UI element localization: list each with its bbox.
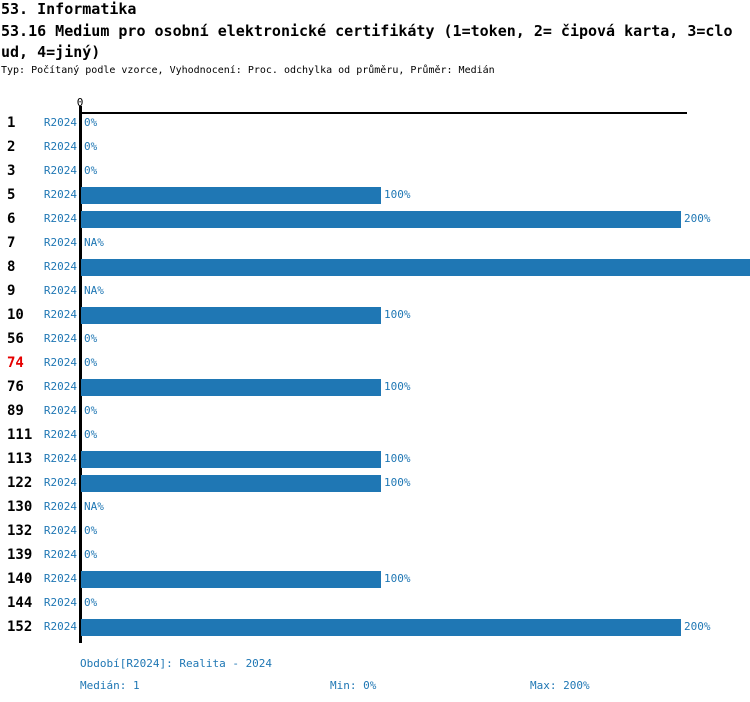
- row-period-label: R2024: [43, 308, 77, 321]
- row-id-label: 3: [7, 163, 16, 179]
- row-period-label: R2024: [43, 332, 77, 345]
- row-value-label: 0%: [84, 356, 98, 369]
- value-bar: [81, 475, 381, 492]
- footer-period: Období[R2024]: Realita - 2024: [80, 657, 273, 670]
- row-period-label: R2024: [43, 572, 77, 585]
- value-bar: [81, 259, 750, 276]
- row-period-label: R2024: [43, 548, 77, 561]
- chart-title-line1: 53.16 Medium pro osobní elektronické cer…: [1, 22, 733, 40]
- row-id-label: 8: [7, 259, 16, 275]
- row-value-label: 0%: [84, 524, 98, 537]
- value-bar: [81, 307, 381, 324]
- row-period-label: R2024: [43, 188, 77, 201]
- row-value-label: 0%: [84, 164, 98, 177]
- row-period-label: R2024: [43, 164, 77, 177]
- row-value-label: NA%: [84, 500, 104, 513]
- row-value-label: 100%: [384, 308, 411, 321]
- row-period-label: R2024: [43, 476, 77, 489]
- row-value-label: 200%: [684, 620, 711, 633]
- row-period-label: R2024: [43, 212, 77, 225]
- row-id-label: 144: [7, 595, 33, 611]
- value-bar: [81, 187, 381, 204]
- row-period-label: R2024: [43, 500, 77, 513]
- row-value-label: 0%: [84, 428, 98, 441]
- row-value-label: 100%: [384, 476, 411, 489]
- row-value-label: 100%: [384, 380, 411, 393]
- axis-zero-label: 0: [76, 96, 84, 109]
- row-id-label: 111: [7, 427, 33, 443]
- row-id-label: 7: [7, 235, 16, 251]
- row-value-label: 0%: [84, 332, 98, 345]
- row-period-label: R2024: [43, 620, 77, 633]
- footer-median: Medián: 1: [80, 679, 140, 692]
- row-value-label: 0%: [84, 116, 98, 129]
- footer-min: Min: 0%: [330, 679, 377, 692]
- row-id-label: 130: [7, 499, 33, 515]
- value-bar: [81, 451, 381, 468]
- row-value-label: 0%: [84, 596, 98, 609]
- value-bar: [81, 379, 381, 396]
- row-id-label: 2: [7, 139, 16, 155]
- value-bar: [81, 571, 381, 588]
- chart-meta-line: Typ: Počítaný podle vzorce, Vyhodnocení:…: [1, 65, 495, 76]
- row-id-label: 76: [7, 379, 24, 395]
- x-axis-line: [79, 112, 687, 114]
- row-value-label: NA%: [84, 236, 104, 249]
- row-value-label: 0%: [84, 548, 98, 561]
- row-value-label: NA%: [84, 284, 104, 297]
- page-title: 53. Informatika: [1, 0, 137, 18]
- row-period-label: R2024: [43, 356, 77, 369]
- row-id-label: 89: [7, 403, 24, 419]
- footer-max: Max: 200%: [530, 679, 590, 692]
- value-bar: [81, 211, 681, 228]
- row-period-label: R2024: [43, 452, 77, 465]
- row-period-label: R2024: [43, 260, 77, 273]
- row-id-label: 6: [7, 211, 16, 227]
- row-id-label: 132: [7, 523, 33, 539]
- row-period-label: R2024: [43, 524, 77, 537]
- row-period-label: R2024: [43, 116, 77, 129]
- row-period-label: R2024: [43, 284, 77, 297]
- row-period-label: R2024: [43, 404, 77, 417]
- row-value-label: 100%: [384, 452, 411, 465]
- row-value-label: 200%: [684, 212, 711, 225]
- row-id-label: 56: [7, 331, 24, 347]
- row-period-label: R2024: [43, 428, 77, 441]
- row-id-label: 74: [7, 355, 24, 371]
- row-id-label: 122: [7, 475, 33, 491]
- row-id-label: 152: [7, 619, 33, 635]
- row-id-label: 139: [7, 547, 33, 563]
- row-period-label: R2024: [43, 380, 77, 393]
- row-id-label: 140: [7, 571, 33, 587]
- row-id-label: 9: [7, 283, 16, 299]
- row-period-label: R2024: [43, 140, 77, 153]
- row-id-label: 10: [7, 307, 24, 323]
- row-id-label: 113: [7, 451, 33, 467]
- row-id-label: 5: [7, 187, 16, 203]
- row-value-label: 100%: [384, 188, 411, 201]
- row-period-label: R2024: [43, 236, 77, 249]
- row-value-label: 100%: [384, 572, 411, 585]
- y-axis-line: [79, 106, 82, 643]
- row-id-label: 1: [7, 115, 16, 131]
- row-value-label: 0%: [84, 140, 98, 153]
- value-bar: [81, 619, 681, 636]
- row-period-label: R2024: [43, 596, 77, 609]
- row-value-label: 0%: [84, 404, 98, 417]
- chart-title-line2: ud, 4=jiný): [1, 43, 101, 61]
